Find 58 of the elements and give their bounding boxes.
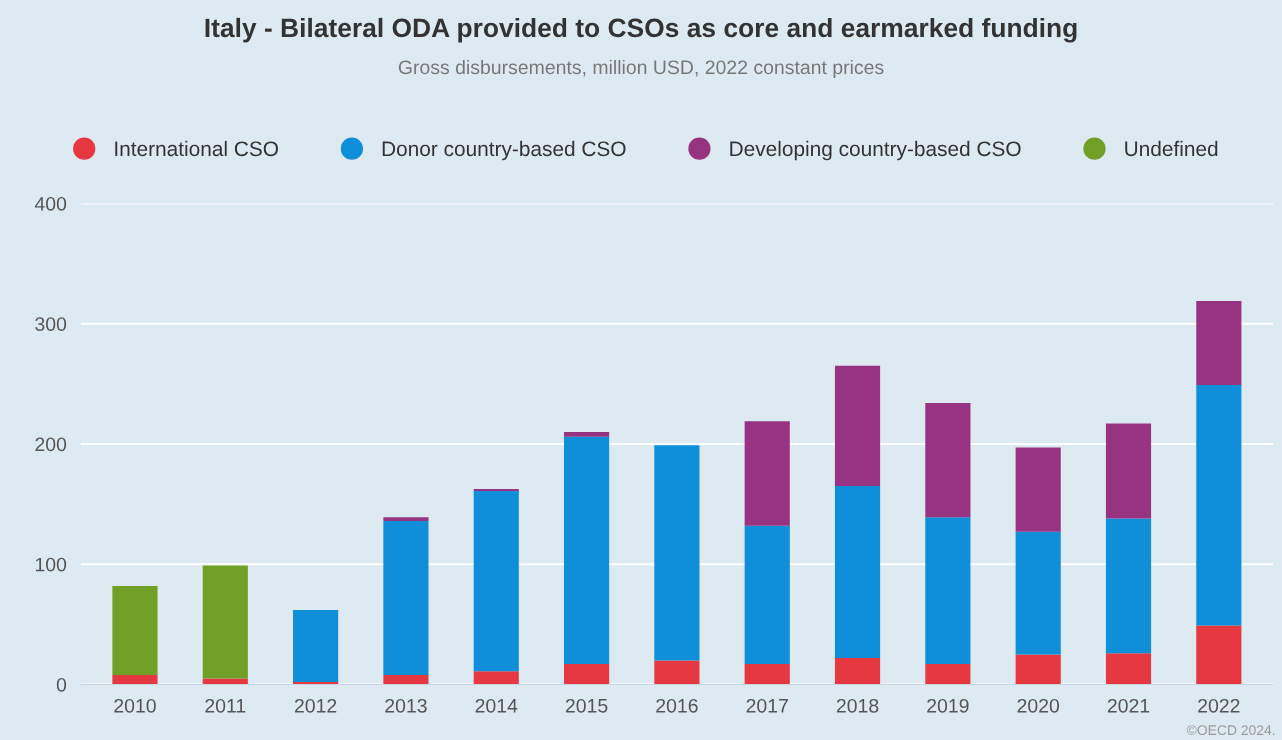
legend-label: Developing country-based CSO <box>730 140 1021 161</box>
y-tick-label: 100 <box>35 557 67 572</box>
y-tick-label: 300 <box>35 317 67 331</box>
bar <box>473 671 519 685</box>
bar <box>834 658 881 685</box>
legend-label: International CSO <box>115 140 278 157</box>
bar <box>654 445 700 661</box>
x-tick-label: 2011 <box>205 698 246 713</box>
x-tick-label: 2015 <box>565 698 608 713</box>
bar <box>112 674 158 685</box>
bar <box>744 525 790 665</box>
bar <box>925 664 971 685</box>
bar <box>834 486 881 659</box>
bar <box>293 609 339 683</box>
x-tick-label: 2020 <box>1017 698 1060 713</box>
x-tick-label: 2010 <box>114 698 156 713</box>
bar <box>1105 518 1152 654</box>
bar <box>1196 625 1242 685</box>
x-tick-label: 2022 <box>1198 698 1240 713</box>
bar <box>744 421 790 526</box>
bar <box>563 436 610 665</box>
bar <box>473 490 519 672</box>
y-tick-label: 400 <box>34 196 67 211</box>
bar <box>383 674 429 685</box>
bar <box>654 660 700 685</box>
y-tick-label: 0 <box>56 677 67 692</box>
bar <box>834 365 881 487</box>
bar <box>1015 531 1061 655</box>
bar <box>1196 385 1242 626</box>
bar <box>925 517 971 665</box>
x-tick-label: 2016 <box>656 698 698 713</box>
bar <box>202 678 248 685</box>
chart-title: Italy - Bilateral ODA provided to CSOs as core and earmarked funding <box>205 17 1077 43</box>
bar <box>1105 423 1152 519</box>
x-tick-label: 2018 <box>836 698 879 713</box>
bar <box>925 403 971 518</box>
x-tick-label: 2019 <box>927 698 969 713</box>
legend-label: Donor country-based CSO <box>382 140 626 161</box>
x-tick-label: 2021 <box>1107 698 1150 713</box>
text: ©OECD 2024. <box>1186 725 1275 736</box>
bar <box>1196 300 1242 386</box>
bar <box>744 664 790 685</box>
legend-label: Undefined <box>1125 140 1218 157</box>
bar <box>112 585 158 675</box>
bar <box>383 520 429 675</box>
bar <box>1015 447 1061 532</box>
bar <box>563 664 610 685</box>
bar <box>202 565 248 679</box>
x-tick-label: 2014 <box>475 698 518 713</box>
bar <box>563 431 610 437</box>
bar <box>383 517 429 521</box>
chart-subtitle: Gross disbursements, million USD, 2022 constant prices <box>398 59 884 79</box>
x-tick-label: 2012 <box>294 698 337 713</box>
bar <box>1105 653 1152 685</box>
y-tick-label: 200 <box>35 437 67 452</box>
x-tick-label: 2013 <box>385 698 427 713</box>
x-tick-label: 2017 <box>746 698 788 713</box>
bar <box>1015 654 1061 685</box>
